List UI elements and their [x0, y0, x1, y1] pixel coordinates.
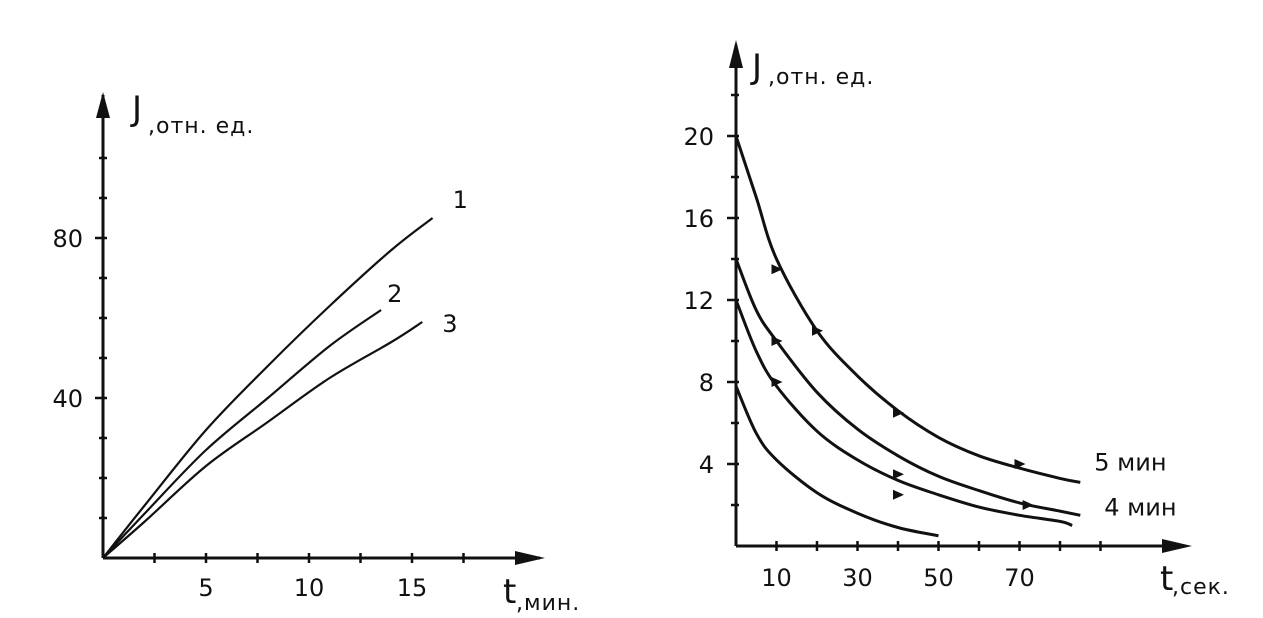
right-y-axis-label-sub: ,отн. ед.	[768, 65, 874, 90]
left-y-tick-label: 40	[52, 385, 83, 413]
left-x-axis-arrow	[515, 551, 545, 565]
left-series-label: 3	[442, 310, 457, 338]
right-tick-labels: 4 8 12 16 20 10 30 50 70	[683, 123, 1034, 592]
left-x-tick-label: 5	[198, 574, 213, 602]
right-series-line	[734, 385, 939, 538]
left-series-label: 1	[453, 186, 468, 214]
right-x-axis-arrow	[1162, 539, 1192, 553]
right-y-tick-label: 16	[683, 205, 714, 233]
right-series-label: 5 мин	[1094, 448, 1166, 476]
right-data-marker	[771, 264, 783, 275]
left-axes	[95, 92, 545, 565]
right-y-tick-label: 12	[683, 287, 714, 315]
right-x-tick-label: 10	[761, 564, 792, 592]
right-data-marker	[771, 377, 783, 387]
right-series-label: 4 мин	[1104, 493, 1176, 521]
left-x-axis-label-sub: ,мин.	[516, 591, 580, 616]
left-tick-labels: 40 80 5 10 15	[52, 225, 427, 602]
right-data-marker	[893, 469, 904, 480]
right-y-tick-label: 4	[699, 451, 714, 479]
left-series-line	[102, 309, 382, 559]
left-y-axis-arrow	[96, 92, 110, 118]
right-x-axis-label-main: t	[1160, 559, 1173, 599]
right-data-marker	[812, 325, 823, 336]
right-y-axis-arrow	[729, 40, 743, 68]
left-series-line	[102, 217, 434, 559]
left-y-axis-label-sub: ,отн. ед.	[148, 114, 254, 139]
right-curves	[734, 135, 1081, 538]
left-series-line	[102, 321, 423, 559]
left-y-axis-label-main: J	[130, 89, 142, 129]
right-series-line	[734, 299, 1073, 527]
left-x-tick-label: 10	[294, 574, 325, 602]
left-curves	[102, 217, 434, 559]
right-y-tick-label: 8	[699, 369, 714, 397]
left-series-label: 2	[387, 280, 402, 308]
right-series-line	[734, 135, 1081, 484]
left-series-labels: 1 2 3	[387, 186, 468, 338]
right-data-marker	[771, 336, 783, 346]
right-axes	[727, 40, 1192, 553]
left-x-axis-label-main: t	[503, 572, 516, 612]
right-x-tick-label: 50	[923, 564, 954, 592]
right-y-axis-label-main: J	[750, 47, 762, 87]
right-x-tick-label: 70	[1004, 564, 1035, 592]
right-y-tick-label: 20	[683, 123, 714, 151]
left-x-tick-label: 15	[397, 574, 428, 602]
right-x-axis-label-sub: ,сек.	[1172, 575, 1230, 600]
left-y-tick-label: 80	[52, 225, 83, 253]
right-data-marker	[1022, 500, 1034, 510]
right-data-marker	[893, 489, 904, 500]
right-series-line	[734, 258, 1081, 517]
right-x-tick-label: 30	[842, 564, 873, 592]
right-data-marker	[893, 407, 904, 418]
right-data-marker	[1014, 459, 1026, 469]
right-markers	[771, 264, 1034, 510]
left-chart: 40 80 5 10 15 1 2 3 J ,отн. ед. t ,мин.	[52, 89, 580, 616]
right-series-labels: 5 мин 4 мин	[1094, 448, 1176, 521]
